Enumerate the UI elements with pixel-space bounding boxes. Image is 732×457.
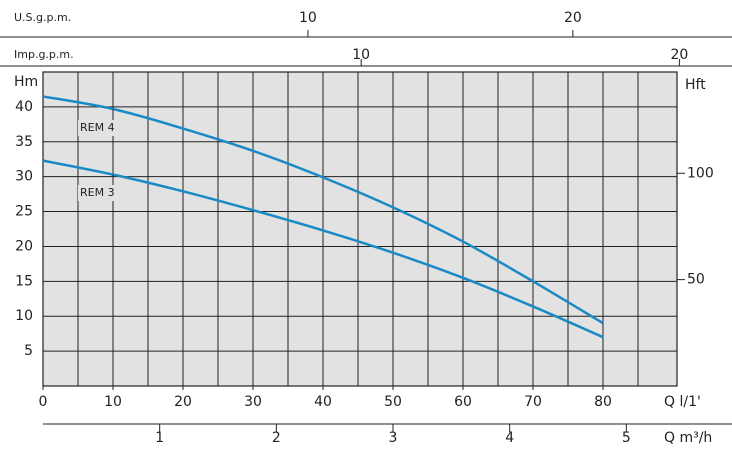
y-tick-label: 10 [15,308,33,324]
x-tick-label: 70 [524,394,542,410]
top-axis-label: U.S.g.p.m. [14,11,71,24]
x-tick-label: 50 [384,394,402,410]
bottom-axis-tick-label: 4 [505,430,514,446]
x-tick-label: 10 [104,394,122,410]
y-tick-label: 35 [15,134,33,150]
top-axis-tick-label: 10 [352,47,370,63]
y-axis-label: Hm [14,74,38,90]
bottom-axis-tick-label: 3 [389,430,398,446]
top-axis-tick-label: 20 [564,10,582,26]
top-axis-tick-label: 20 [670,47,688,63]
x-axis-label: Q l/1' [664,394,701,410]
y-tick-label: 30 [15,169,33,185]
y-tick-label: 20 [15,238,33,254]
bottom-axis-label: Q m³/h [664,430,712,446]
x-tick-label: 20 [174,394,192,410]
plot-area [42,71,678,387]
y-tick-label: 40 [15,99,33,115]
bottom-axis-tick-label: 5 [622,430,631,446]
series-label: REM 3 [80,186,115,199]
top-axis-tick-label: 10 [299,10,317,26]
curve [42,159,604,339]
label-bg [78,185,120,201]
curve [42,95,604,325]
x-tick-label: 0 [39,394,48,410]
y-tick-label: 15 [15,273,33,289]
series-label: REM 4 [80,121,115,134]
y2-tick-label: 50 [687,272,705,288]
bottom-axis-tick-label: 2 [272,430,281,446]
y2-tick-label: 100 [687,165,714,181]
x-tick-label: 80 [594,394,612,410]
x-tick-label: 60 [454,394,472,410]
x-tick-label: 40 [314,394,332,410]
x-tick-label: 30 [244,394,262,410]
y2-axis-label: Hft [685,77,706,93]
y-tick-label: 5 [24,343,33,359]
y-tick-label: 25 [15,204,33,220]
label-bg [78,120,120,136]
top-axis-label: Imp.g.p.m. [14,48,74,61]
bottom-axis-tick-label: 1 [155,430,164,446]
